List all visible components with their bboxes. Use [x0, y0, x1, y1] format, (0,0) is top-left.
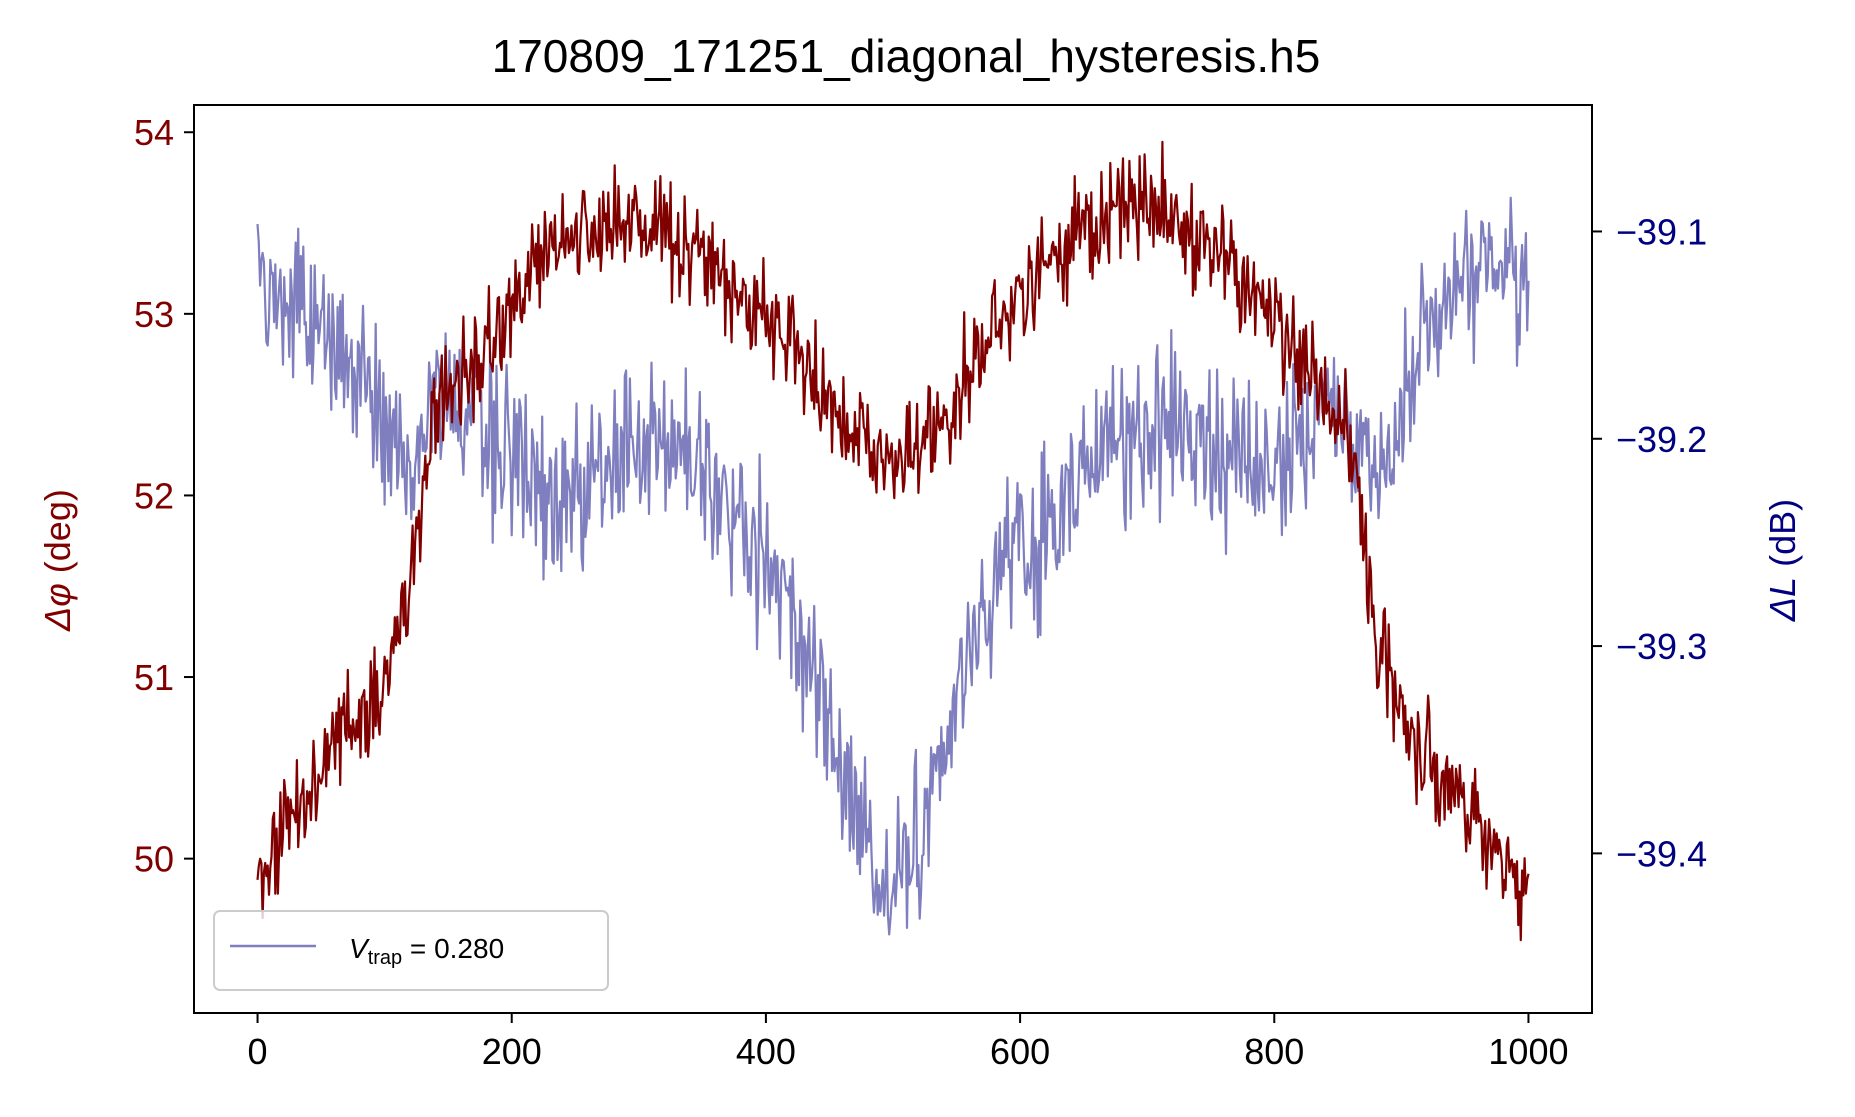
y-axis-right-label-unit: (dB): [1762, 499, 1803, 577]
legend: Vtrap = 0.280: [213, 910, 609, 991]
series-delta-phi-line: [256, 140, 1530, 942]
x-tick-label: 800: [1244, 1031, 1304, 1072]
y-axis-left-label: Δφ (deg): [37, 489, 78, 632]
y-left-tick-label: 50: [134, 839, 174, 880]
legend-symbol: V: [349, 933, 370, 964]
x-axis: 0 200 400 600 800 1000: [248, 1013, 1569, 1072]
legend-label: Vtrap = 0.280: [349, 933, 504, 969]
legend-value: = 0.280: [402, 933, 504, 964]
y-right-tick-label: −39.1: [1616, 211, 1707, 252]
series-delta-l-line: [256, 196, 1530, 936]
y-right-tick-label: −39.2: [1616, 419, 1707, 460]
legend-box: [213, 910, 609, 991]
y-axis-left-label-unit: (deg): [37, 489, 78, 583]
x-tick-label: 400: [736, 1031, 796, 1072]
plot-frame: [193, 104, 1593, 1014]
chart-title: 170809_171251_diagonal_hysteresis.h5: [492, 30, 1321, 82]
y-axis-right-label-symbol: ΔL: [1762, 577, 1803, 622]
y-axis-left-label-symbol: Δφ: [37, 583, 78, 632]
y-left-tick-label: 51: [134, 657, 174, 698]
x-tick-label: 0: [248, 1031, 268, 1072]
y-axis-left: 50 51 52 53 54: [134, 112, 194, 880]
y-left-tick-label: 54: [134, 112, 174, 153]
legend-subscript: trap: [368, 947, 402, 969]
x-tick-label: 200: [482, 1031, 542, 1072]
y-left-tick-label: 52: [134, 475, 174, 516]
y-right-tick-label: −39.4: [1616, 833, 1707, 874]
y-axis-right: −39.1 −39.2 −39.3 −39.4: [1592, 211, 1707, 874]
y-right-tick-label: −39.3: [1616, 626, 1707, 667]
x-tick-label: 600: [990, 1031, 1050, 1072]
y-left-tick-label: 53: [134, 294, 174, 335]
y-axis-right-label: ΔL (dB): [1762, 499, 1803, 622]
x-tick-label: 1000: [1488, 1031, 1568, 1072]
series-delta-phi: [256, 140, 1530, 942]
series-delta-l: [256, 196, 1530, 936]
